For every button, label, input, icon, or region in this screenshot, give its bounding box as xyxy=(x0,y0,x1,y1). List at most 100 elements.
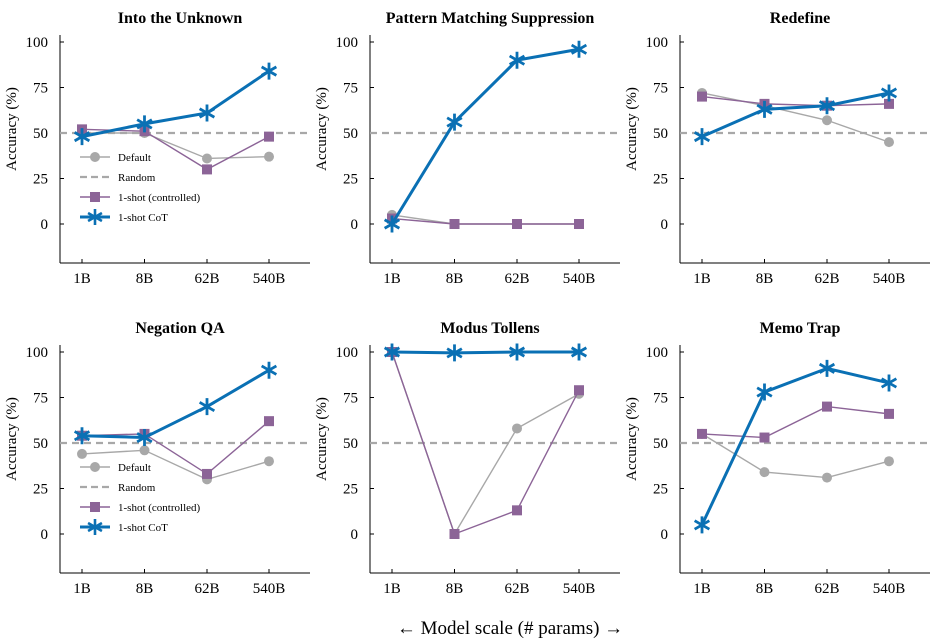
y-axis-label: Accuracy (%) xyxy=(624,87,640,171)
data-point-controlled xyxy=(759,432,770,443)
x-tick-label: 540B xyxy=(873,271,906,287)
legend-marker-default xyxy=(90,152,100,162)
y-tick-label: 25 xyxy=(33,482,48,498)
y-tick-label: 100 xyxy=(26,345,49,361)
series-line-cot xyxy=(390,47,580,225)
data-point-controlled xyxy=(202,164,212,175)
data-point-cot xyxy=(508,51,526,69)
x-tick-label: 1B xyxy=(73,271,91,287)
data-point-cot xyxy=(446,344,463,362)
data-point-default xyxy=(884,137,894,148)
data-point-default xyxy=(822,115,832,126)
x-tick-label: 1B xyxy=(693,581,711,597)
data-point-cot xyxy=(818,359,836,377)
y-tick-label: 50 xyxy=(343,126,358,142)
series-line-controlled xyxy=(391,217,579,225)
data-point-cot xyxy=(136,115,153,133)
legend-marker-default xyxy=(90,462,100,472)
series-line-cot xyxy=(391,350,579,355)
data-point-controlled xyxy=(884,408,894,419)
x-tick-label: 1B xyxy=(693,271,711,287)
series-line-default xyxy=(701,92,890,143)
chart-panel-5: Memo Trap 100 75 50 25 0 1B 8B 62B 540B Accuracy (… xyxy=(624,320,930,597)
x-tick-label: 8B xyxy=(446,271,464,287)
data-point-controlled xyxy=(697,91,707,102)
y-tick-label: 75 xyxy=(33,391,48,407)
data-point-default xyxy=(264,456,274,467)
x-tick-label: 540B xyxy=(253,581,286,597)
data-point-cot xyxy=(880,84,898,102)
x-tick-label: 8B xyxy=(136,271,154,287)
y-tick-label: 75 xyxy=(33,81,48,97)
y-tick-label: 50 xyxy=(653,436,668,452)
chart-panel-2: Redefine 100 75 50 25 0 1B 8B 62B 540B Accuracy (%… xyxy=(624,10,930,287)
data-point-cot xyxy=(73,128,91,146)
y-tick-label: 0 xyxy=(41,217,49,233)
y-tick-label: 0 xyxy=(41,527,49,543)
legend-label: 1-shot CoT xyxy=(118,212,168,224)
data-point-controlled xyxy=(574,385,584,396)
x-tick-label: 62B xyxy=(814,581,839,597)
x-tick-label: 540B xyxy=(563,581,596,597)
data-point-controlled xyxy=(202,468,212,479)
data-point-controlled xyxy=(884,98,894,109)
legend-label: Default xyxy=(118,462,151,474)
data-point-cot xyxy=(693,128,711,146)
y-tick-label: 100 xyxy=(646,35,669,51)
series-line-default xyxy=(391,214,579,225)
x-tick-label: 62B xyxy=(504,581,529,597)
chart-panel-4: Modus Tollens 100 75 50 25 0 1B 8B 62B 540B Accura… xyxy=(314,320,620,597)
data-point-cot xyxy=(73,427,91,445)
data-point-cot xyxy=(198,104,216,122)
x-tick-label: 540B xyxy=(873,581,906,597)
legend-label: Default xyxy=(118,152,151,164)
data-point-cot xyxy=(446,113,463,131)
data-point-default xyxy=(822,472,832,483)
legend-marker-controlled xyxy=(90,192,100,202)
data-point-controlled xyxy=(264,416,274,427)
data-point-controlled xyxy=(264,131,274,142)
legend: Default Random 1-shot (controlled) 1-shot C… xyxy=(80,462,201,535)
y-tick-label: 25 xyxy=(653,482,668,498)
y-tick-label: 100 xyxy=(336,345,359,361)
series-line-controlled xyxy=(81,128,270,171)
data-point-cot xyxy=(260,62,278,80)
data-point-cot xyxy=(880,374,898,392)
data-point-cot xyxy=(508,343,526,361)
x-tick-label: 8B xyxy=(446,581,464,597)
y-tick-label: 0 xyxy=(661,217,669,233)
data-point-default xyxy=(512,423,522,434)
series-line-controlled xyxy=(701,95,890,107)
y-tick-label: 75 xyxy=(343,391,358,407)
legend-label: Random xyxy=(118,172,156,184)
y-axis-label: Accuracy (%) xyxy=(314,87,330,171)
data-point-default xyxy=(77,448,87,459)
x-tick-label: 62B xyxy=(814,271,839,287)
y-tick-label: 50 xyxy=(343,436,358,452)
series-line-controlled xyxy=(81,420,270,475)
series-line-default xyxy=(82,132,270,160)
y-axis-label: Accuracy (%) xyxy=(4,397,20,481)
y-tick-label: 25 xyxy=(343,482,358,498)
x-tick-label: 1B xyxy=(383,271,401,287)
x-tick-label: 540B xyxy=(563,271,596,287)
x-tick-label: 62B xyxy=(194,581,219,597)
y-tick-label: 0 xyxy=(351,527,359,543)
model-scale-label: ← Model scale (# params) → xyxy=(397,618,623,639)
chart-title: Negation QA xyxy=(135,320,225,337)
series-line-cot xyxy=(701,91,890,139)
y-tick-label: 50 xyxy=(33,126,48,142)
y-tick-label: 25 xyxy=(343,172,358,188)
y-axis-label: Accuracy (%) xyxy=(4,87,20,171)
data-point-controlled xyxy=(449,219,460,229)
legend-marker-cot xyxy=(87,519,103,535)
data-point-controlled xyxy=(449,529,460,539)
y-tick-label: 0 xyxy=(351,217,359,233)
data-point-cot xyxy=(818,97,836,115)
y-tick-label: 75 xyxy=(653,81,668,97)
data-point-default xyxy=(264,151,274,162)
legend-marker-cot xyxy=(87,209,103,225)
chart-panel-1: Pattern Matching Suppression 100 75 50 25 0 1B… xyxy=(314,10,620,287)
